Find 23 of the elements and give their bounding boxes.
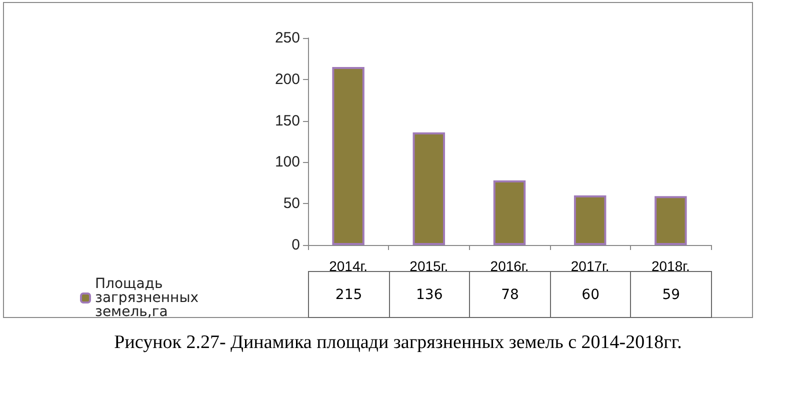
x-tick-label: 2017г.	[570, 258, 610, 274]
x-tick-label: 2018г.	[651, 258, 690, 274]
bar	[654, 196, 687, 245]
data-label: 215	[335, 286, 362, 302]
y-tick-label: 200	[274, 70, 300, 88]
legend-label: Площадь загрязненных земель,га	[95, 276, 203, 320]
data-label: 78	[501, 286, 519, 302]
y-tick-label: 100	[274, 154, 300, 171]
x-tick-label: 2016г.	[490, 258, 529, 274]
bar	[412, 132, 446, 245]
y-tick-label: 150	[274, 112, 300, 130]
x-tick-label: 2015г.	[410, 258, 448, 274]
bar	[332, 66, 364, 245]
y-tick-label: 250	[274, 30, 300, 46]
bar	[493, 180, 526, 245]
text: Рисунок 2.27- Динамика площади загрязненных земель с 2014-2018гг.	[113, 331, 683, 355]
y-tick-label: 50	[283, 195, 300, 212]
y-tick-label: 0	[292, 236, 300, 254]
data-label: 59	[662, 286, 680, 302]
data-label: 60	[582, 286, 600, 302]
x-tick-label: 2014г.	[329, 258, 368, 274]
bar	[574, 195, 606, 245]
data-label: 136	[416, 286, 443, 302]
